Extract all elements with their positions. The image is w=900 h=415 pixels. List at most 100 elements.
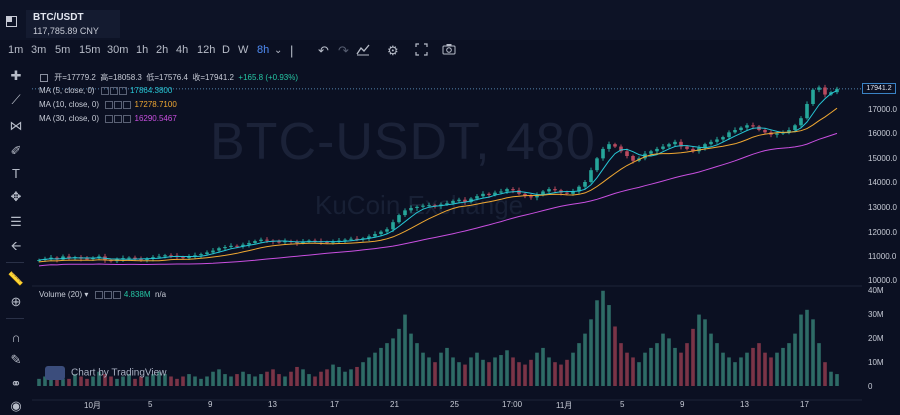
ma10-legend[interactable]: MA (10, close, 0) 17278.7100 <box>39 100 177 109</box>
time-axis-label: 9 <box>208 400 213 409</box>
timeframe-d[interactable]: D <box>222 44 230 56</box>
crosshair-icon[interactable]: ✚ <box>10 68 22 83</box>
zoom-icon[interactable]: ⊕ <box>10 294 22 309</box>
candle-body <box>565 192 569 194</box>
candle-body <box>343 239 347 241</box>
volume-bar <box>139 376 143 386</box>
undo-icon[interactable]: ↶ <box>318 43 329 58</box>
price-chart[interactable] <box>32 64 862 404</box>
redo-icon[interactable]: ↷ <box>338 43 349 58</box>
candle-body <box>589 170 593 182</box>
volume-bar <box>703 319 707 386</box>
eye-icon[interactable]: ◉ <box>10 398 22 413</box>
volume-bar <box>43 376 47 386</box>
volume-bar <box>823 362 827 386</box>
timeframe-3m[interactable]: 3m <box>31 44 47 56</box>
close-value: 17941.2 <box>205 73 234 82</box>
chevron-down-icon[interactable]: ⌄ <box>274 45 283 56</box>
candle-body <box>385 229 389 232</box>
ma10-controls[interactable] <box>105 100 132 109</box>
volume-bar <box>739 357 743 386</box>
lock-icon[interactable]: ⚭ <box>10 376 22 391</box>
volume-bar <box>181 376 185 386</box>
ma10-value: 17278.7100 <box>134 100 177 109</box>
volume-bar <box>73 374 77 386</box>
settings-icon[interactable]: ⚙ <box>387 43 399 58</box>
volume-bar <box>655 343 659 386</box>
fullscreen-icon[interactable] <box>415 43 428 59</box>
timeframe-12h[interactable]: 12h <box>197 44 216 56</box>
timeframe-2h[interactable]: 2h <box>156 44 169 56</box>
volume-bar <box>235 374 239 386</box>
candle-body <box>187 256 191 259</box>
tradingview-cloud-icon <box>45 366 65 380</box>
ma30-label: MA (30, close, 0) <box>39 114 100 123</box>
trendline-icon[interactable]: ⟋ <box>11 92 21 107</box>
ma5-legend[interactable]: MA (5, close, 0) 17864.3800 <box>39 86 172 95</box>
volume-bar <box>127 374 131 386</box>
camera-icon[interactable] <box>442 43 456 58</box>
volume-controls[interactable] <box>94 290 122 299</box>
ma30-controls[interactable] <box>105 114 132 123</box>
collapse-legend-icon[interactable] <box>40 73 48 82</box>
timeframe-30m[interactable]: 30m <box>107 44 129 56</box>
volume-legend[interactable]: Volume (20) ▾ 4.838M n/a <box>39 290 167 299</box>
low-label: 低= <box>146 73 159 82</box>
volume-extra: n/a <box>154 290 167 299</box>
lock-draw-icon[interactable]: ✎ <box>10 352 22 367</box>
candle-body <box>541 191 545 195</box>
volume-bar <box>523 364 527 386</box>
chart-area[interactable] <box>32 64 862 404</box>
candle-body <box>199 254 203 256</box>
ruler-icon[interactable]: 📏 <box>7 271 25 286</box>
volume-bar <box>613 326 617 386</box>
volume-bar <box>475 352 479 386</box>
text-icon[interactable]: T <box>12 166 20 181</box>
volume-bar <box>223 374 227 386</box>
brush-icon[interactable]: ✐ <box>10 143 22 158</box>
back-arrow-icon[interactable]: 🡨 <box>10 238 22 253</box>
timeframe-8h[interactable]: 8h <box>257 44 270 56</box>
candle-body <box>49 257 53 259</box>
volume-bar <box>763 352 767 386</box>
volume-bar <box>229 376 233 386</box>
ma30-legend[interactable]: MA (30, close, 0) 16290.5467 <box>39 114 177 123</box>
symbol-selector[interactable] <box>26 10 120 38</box>
close-label: 收= <box>192 73 206 82</box>
magnet-icon[interactable]: ∩ <box>11 330 21 345</box>
candle-body <box>409 208 413 211</box>
tool-separator <box>6 262 24 263</box>
timeframe-w[interactable]: W <box>238 44 249 56</box>
timeframe-1h[interactable]: 1h <box>136 44 149 56</box>
volume-bar <box>805 309 809 386</box>
symbol-title[interactable]: BTC/USDT <box>33 12 84 23</box>
candle-body <box>787 130 791 133</box>
volume-bar <box>379 347 383 386</box>
time-axis-label: 10月 <box>84 401 101 410</box>
candle-body <box>631 156 635 161</box>
volume-bar <box>79 376 83 386</box>
candle-body <box>325 242 329 244</box>
timeframe-5m[interactable]: 5m <box>55 44 71 56</box>
candle-body <box>667 144 671 147</box>
timeframe-15m[interactable]: 15m <box>79 44 101 56</box>
candle-body <box>487 193 491 195</box>
volume-bar <box>355 366 359 386</box>
fib-icon[interactable]: ☰ <box>10 214 22 229</box>
ma5-controls[interactable] <box>100 86 128 95</box>
candle-body <box>241 244 245 247</box>
pattern-icon[interactable]: ✥ <box>10 189 22 204</box>
volume-bar <box>175 378 179 386</box>
pitchfork-icon[interactable]: ⋈ <box>9 118 23 133</box>
candle-body <box>205 252 209 255</box>
layout-icon[interactable] <box>6 16 17 27</box>
tradingview-logo[interactable]: Chart by TradingView <box>45 366 166 380</box>
timeframe-4h[interactable]: 4h <box>176 44 189 56</box>
candle-body <box>163 255 167 257</box>
volume-bar <box>589 319 593 386</box>
volume-bar <box>499 355 503 386</box>
volume-bar <box>697 314 701 386</box>
volume-bar <box>343 371 347 386</box>
indicators-icon[interactable] <box>356 43 370 59</box>
timeframe-1m[interactable]: 1m <box>8 44 24 56</box>
